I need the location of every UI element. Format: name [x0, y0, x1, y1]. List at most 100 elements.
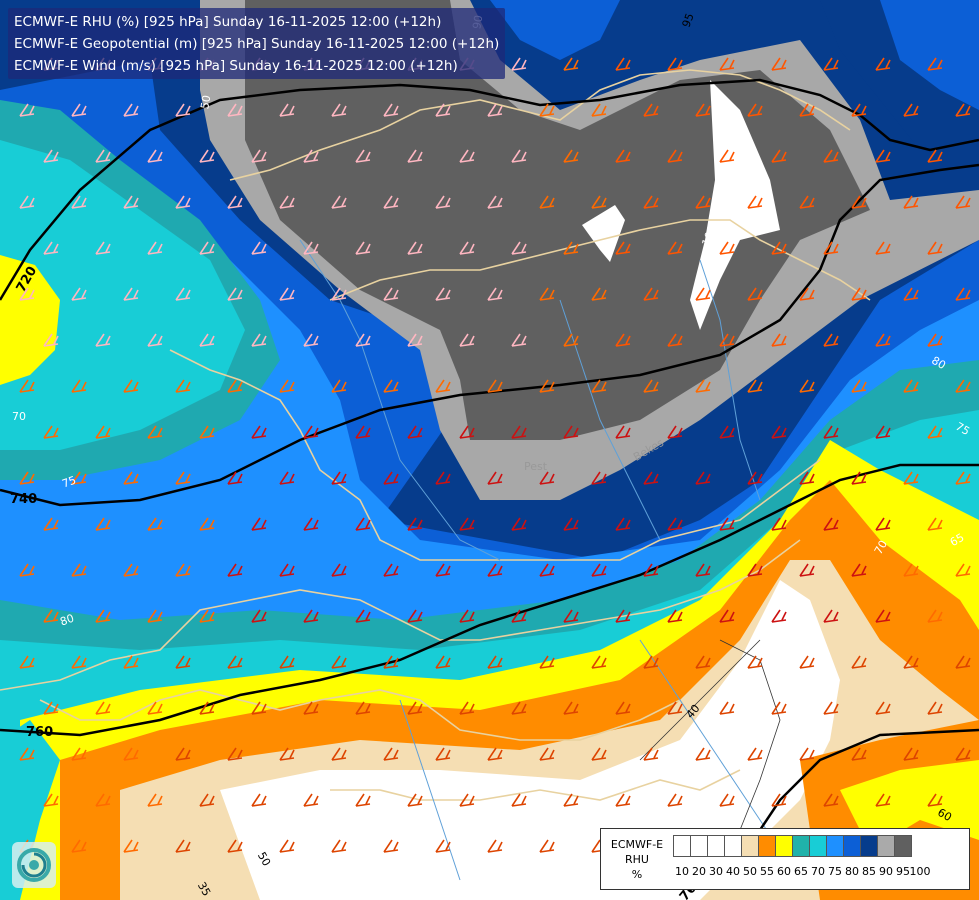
- wind-barb: [591, 287, 607, 301]
- wind-barb: [303, 609, 319, 623]
- legend-tick-label: 75: [828, 865, 842, 878]
- wind-barb: [19, 655, 35, 669]
- wind-barb: [955, 195, 971, 209]
- wind-barb: [487, 839, 503, 853]
- wind-barb: [771, 149, 787, 163]
- wind-barb: [643, 747, 659, 761]
- wind-barb: [851, 379, 867, 393]
- wind-barb: [383, 563, 399, 577]
- wind-barb: [435, 563, 451, 577]
- wind-barb: [487, 195, 503, 209]
- wind-barb: [71, 287, 87, 301]
- wind-barb: [539, 379, 555, 393]
- wind-barb: [227, 287, 243, 301]
- wind-barb: [591, 747, 607, 761]
- legend-swatch: [741, 835, 759, 857]
- wind-barb: [799, 471, 815, 485]
- wind-barb: [719, 333, 735, 347]
- wind-barb: [407, 701, 423, 715]
- wind-barb: [303, 149, 319, 163]
- wind-barb: [955, 563, 971, 577]
- wind-barb: [123, 747, 139, 761]
- wind-barb: [539, 563, 555, 577]
- wind-barb: [331, 471, 347, 485]
- wind-barb: [123, 839, 139, 853]
- wind-barb: [459, 333, 475, 347]
- legend-swatch: [775, 835, 793, 857]
- wind-barb: [927, 149, 943, 163]
- wind-barb: [955, 379, 971, 393]
- wind-barb: [875, 609, 891, 623]
- legend-swatch: [673, 835, 691, 857]
- rhu-label: 50: [255, 850, 273, 869]
- wind-barb: [695, 563, 711, 577]
- wind-barb: [823, 793, 839, 807]
- wind-barb: [95, 609, 111, 623]
- wind-barb: [747, 471, 763, 485]
- wind-barb: [511, 517, 527, 531]
- wind-barb: [563, 241, 579, 255]
- wind-barb: [43, 149, 59, 163]
- wind-barb: [799, 655, 815, 669]
- wind-barb: [487, 655, 503, 669]
- wind-barb: [459, 609, 475, 623]
- wind-barb: [927, 333, 943, 347]
- wind-barb: [615, 701, 631, 715]
- wind-barb: [227, 103, 243, 117]
- wind-barb: [823, 241, 839, 255]
- wind-barb: [251, 333, 267, 347]
- wind-barb: [927, 701, 943, 715]
- rhu-fill-below-50-south: [220, 580, 840, 900]
- wind-barb: [771, 425, 787, 439]
- wind-barb: [459, 517, 475, 531]
- wind-barb: [331, 655, 347, 669]
- wind-barb: [435, 747, 451, 761]
- wind-barb: [123, 563, 139, 577]
- wind-barb: [563, 793, 579, 807]
- ecmwf-swirl-icon: [12, 842, 56, 888]
- wind-barb: [643, 379, 659, 393]
- wind-barb: [719, 425, 735, 439]
- wind-barb: [667, 517, 683, 531]
- wind-barb: [719, 517, 735, 531]
- wind-barb: [227, 747, 243, 761]
- wind-barb: [823, 701, 839, 715]
- wind-barb: [43, 425, 59, 439]
- legend-tick-label: 95: [896, 865, 910, 878]
- wind-barb: [799, 287, 815, 301]
- wind-barb: [903, 103, 919, 117]
- wind-barb: [851, 195, 867, 209]
- wind-barb: [383, 839, 399, 853]
- legend-tick-label: 50: [743, 865, 757, 878]
- wind-barb: [539, 839, 555, 853]
- contour-720: [0, 78, 979, 301]
- wind-barb: [511, 793, 527, 807]
- wind-barb: [383, 287, 399, 301]
- wind-barb: [695, 747, 711, 761]
- wind-barb: [875, 793, 891, 807]
- map-header: ECMWF-E RHU (%) [925 hPa] Sunday 16-11-2…: [8, 8, 506, 79]
- wind-barb: [95, 517, 111, 531]
- wind-barb: [591, 655, 607, 669]
- wind-barb: [615, 609, 631, 623]
- wind-barb: [251, 609, 267, 623]
- wind-barb: [71, 655, 87, 669]
- wind-barb: [407, 425, 423, 439]
- wind-barb: [875, 517, 891, 531]
- wind-barb: [383, 655, 399, 669]
- wind-barb: [539, 287, 555, 301]
- wind-barb: [747, 747, 763, 761]
- wind-barb: [459, 701, 475, 715]
- wind-barb: [355, 333, 371, 347]
- wind-barb: [331, 563, 347, 577]
- wind-barb: [771, 57, 787, 71]
- wind-barb: [199, 149, 215, 163]
- wind-barb: [303, 793, 319, 807]
- wind-barb: [435, 287, 451, 301]
- legend-swatch: [860, 835, 878, 857]
- wind-barb: [823, 609, 839, 623]
- wind-barb: [355, 425, 371, 439]
- wind-barb: [19, 563, 35, 577]
- wind-barb: [823, 425, 839, 439]
